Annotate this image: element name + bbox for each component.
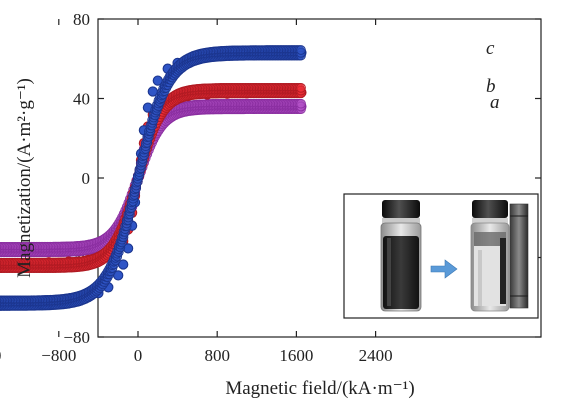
y-axis-title: Magnetization/(A·m²·g⁻¹) bbox=[14, 78, 35, 278]
magnet-icon bbox=[509, 203, 529, 309]
x-tick-label: −1600 bbox=[0, 346, 1, 365]
x-tick-label: 800 bbox=[204, 346, 230, 365]
series-label-c: c bbox=[486, 38, 495, 59]
y-tick-label: 0 bbox=[82, 169, 91, 188]
vial-separated bbox=[470, 200, 510, 312]
y-tick-label: 40 bbox=[73, 90, 90, 109]
x-tick-label: −800 bbox=[41, 346, 76, 365]
x-tick-label: 0 bbox=[134, 346, 143, 365]
series-layer bbox=[0, 45, 307, 311]
series-labels: abc bbox=[486, 38, 500, 113]
series-label-a: a bbox=[490, 92, 500, 113]
x-axis-title: Magnetic field/(kA·m⁻¹) bbox=[225, 378, 414, 399]
data-point-c bbox=[296, 45, 306, 55]
x-tick-label: 1600 bbox=[279, 346, 313, 365]
data-point-b bbox=[296, 82, 306, 93]
data-point-a bbox=[296, 98, 306, 109]
x-tick-label: 2400 bbox=[359, 346, 393, 365]
series-a bbox=[0, 98, 307, 258]
series-label-b: b bbox=[486, 76, 496, 97]
inset-photo bbox=[343, 193, 539, 319]
y-tick-label: 80 bbox=[73, 10, 90, 29]
y-tick-label: −80 bbox=[63, 328, 90, 347]
series-b bbox=[0, 82, 307, 274]
series-c bbox=[0, 45, 307, 311]
vial-dispersed bbox=[380, 200, 422, 312]
right-arrow-icon bbox=[430, 259, 458, 279]
